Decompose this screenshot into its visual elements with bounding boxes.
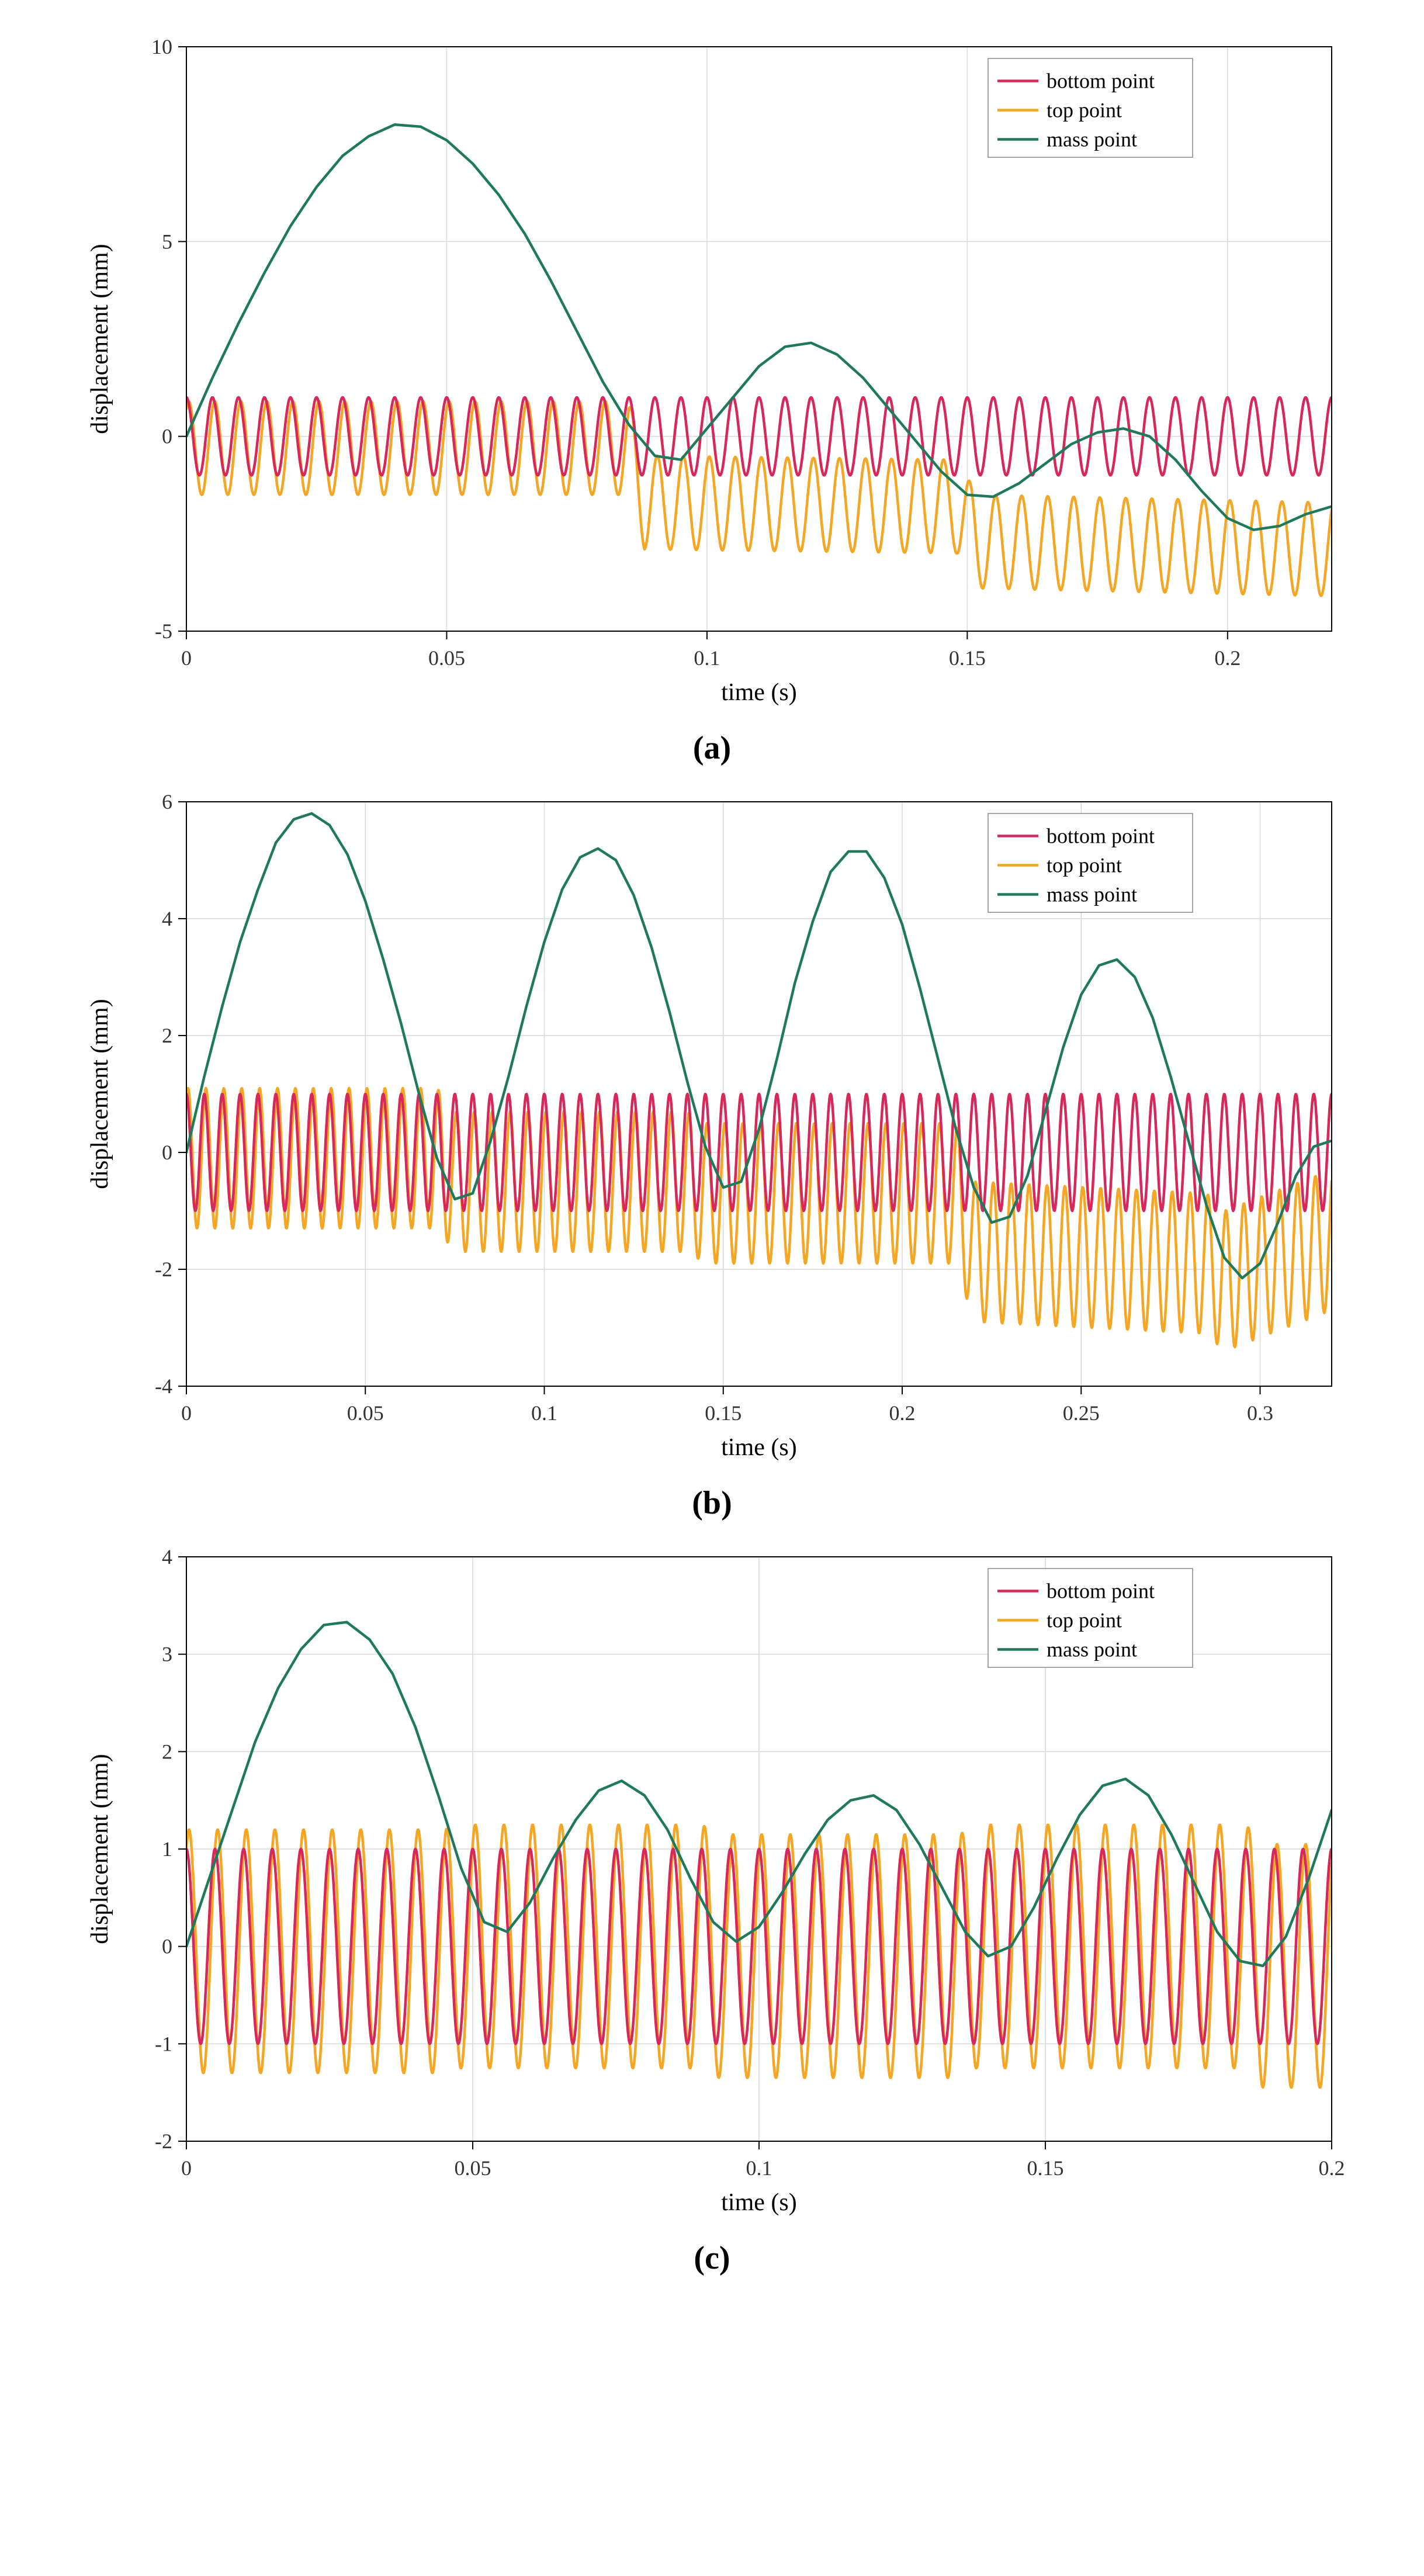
svg-text:6: 6 — [162, 790, 172, 813]
svg-text:displacement (mm): displacement (mm) — [86, 999, 113, 1189]
svg-text:2: 2 — [162, 1740, 172, 1763]
svg-text:0.15: 0.15 — [705, 1401, 742, 1425]
svg-text:bottom point: bottom point — [1047, 70, 1155, 93]
svg-text:0.25: 0.25 — [1062, 1401, 1099, 1425]
chart-a: 0 0.05 0.1 0.15 0.2 -5 0 5 10 time (s) displacemen… — [70, 23, 1355, 725]
svg-text:time (s): time (s) — [721, 1434, 796, 1461]
chart-b: 0 0.05 0.1 0.15 0.2 0.25 0.3 -4 -2 0 2 4 6 time (s) di… — [70, 778, 1355, 1480]
panel-a: 0 0.05 0.1 0.15 0.2 -5 0 5 10 time (s) displacemen… — [70, 23, 1355, 767]
svg-text:0: 0 — [162, 425, 172, 448]
svg-text:2: 2 — [162, 1024, 172, 1047]
svg-text:-2: -2 — [155, 1258, 172, 1281]
svg-text:mass point: mass point — [1047, 128, 1137, 151]
sublabel-c: (c) — [694, 2239, 730, 2277]
svg-text:1: 1 — [162, 1837, 172, 1861]
sublabel-a: (a) — [693, 729, 731, 767]
svg-text:0: 0 — [162, 1141, 172, 1164]
svg-text:0: 0 — [181, 646, 192, 670]
chart-c: 0 0.05 0.1 0.15 0.2 -2 -1 0 1 2 3 4 time (s) displace… — [70, 1533, 1355, 2235]
svg-text:bottom point: bottom point — [1047, 825, 1155, 848]
panel-c: 0 0.05 0.1 0.15 0.2 -2 -1 0 1 2 3 4 time (s) displace… — [70, 1533, 1355, 2277]
svg-text:0.05: 0.05 — [347, 1401, 383, 1425]
svg-text:0.15: 0.15 — [1027, 2156, 1063, 2180]
svg-text:-4: -4 — [155, 1374, 172, 1398]
svg-text:0: 0 — [181, 2156, 192, 2180]
svg-text:time (s): time (s) — [721, 679, 796, 706]
svg-text:0.15: 0.15 — [948, 646, 985, 670]
figure-stack: 00.050.10.150.2-50510time (s)displacemen… — [23, 23, 1401, 2277]
svg-text:0.1: 0.1 — [531, 1401, 557, 1425]
svg-text:top point: top point — [1047, 1609, 1122, 1632]
svg-text:5: 5 — [162, 230, 172, 253]
svg-text:0.1: 0.1 — [694, 646, 720, 670]
svg-text:-1: -1 — [155, 2032, 172, 2055]
svg-text:mass point: mass point — [1047, 883, 1137, 906]
svg-text:top point: top point — [1047, 854, 1122, 877]
svg-text:0: 0 — [162, 1935, 172, 1958]
svg-text:0.3: 0.3 — [1247, 1401, 1273, 1425]
svg-text:displacement (mm): displacement (mm) — [86, 244, 113, 434]
svg-text:displacement (mm): displacement (mm) — [86, 1754, 113, 1944]
svg-text:-2: -2 — [155, 2130, 172, 2153]
svg-text:-5: -5 — [155, 619, 172, 643]
svg-text:mass point: mass point — [1047, 1638, 1137, 1661]
panel-b: 0 0.05 0.1 0.15 0.2 0.25 0.3 -4 -2 0 2 4 6 time (s) di… — [70, 778, 1355, 1522]
svg-text:0: 0 — [181, 1401, 192, 1425]
svg-text:4: 4 — [162, 907, 172, 930]
sublabel-b: (b) — [692, 1484, 732, 1522]
svg-text:3: 3 — [162, 1643, 172, 1666]
svg-text:top point: top point — [1047, 99, 1122, 122]
svg-text:0.2: 0.2 — [1318, 2156, 1345, 2180]
svg-text:0.1: 0.1 — [746, 2156, 772, 2180]
svg-text:time (s): time (s) — [721, 2189, 796, 2216]
svg-text:bottom point: bottom point — [1047, 1580, 1155, 1603]
svg-text:0.2: 0.2 — [889, 1401, 915, 1425]
svg-text:10: 10 — [151, 35, 172, 58]
svg-text:0.05: 0.05 — [454, 2156, 491, 2180]
svg-text:0.05: 0.05 — [428, 646, 465, 670]
svg-text:0.2: 0.2 — [1214, 646, 1241, 670]
svg-text:4: 4 — [162, 1545, 172, 1569]
